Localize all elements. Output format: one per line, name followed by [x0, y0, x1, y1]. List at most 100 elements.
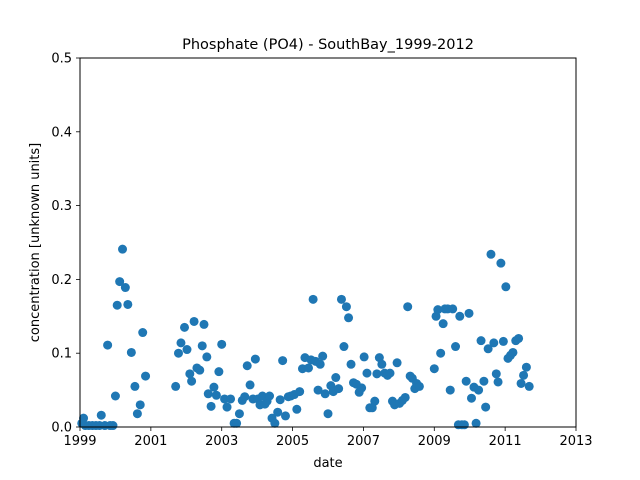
- data-point: [476, 336, 486, 346]
- data-point: [377, 359, 387, 369]
- x-tick-label: 1999: [63, 434, 96, 449]
- x-tick-label: 2009: [418, 434, 451, 449]
- data-point: [403, 302, 413, 312]
- data-points: [77, 244, 534, 431]
- x-axis: 1999 2001 2003 2005 2007 2009 2011 2013: [63, 427, 593, 449]
- x-tick-label: 2003: [205, 434, 238, 449]
- data-point: [270, 418, 280, 428]
- data-point: [120, 283, 130, 293]
- data-point: [339, 342, 349, 352]
- data-point: [209, 382, 219, 392]
- data-point: [336, 294, 346, 304]
- data-point: [521, 362, 531, 372]
- data-point: [385, 368, 395, 378]
- data-point: [461, 376, 471, 386]
- data-point: [433, 305, 443, 315]
- data-point: [315, 359, 325, 369]
- y-tick-label: 0.3: [51, 199, 72, 214]
- data-point: [524, 381, 534, 391]
- data-point: [491, 369, 501, 379]
- data-point: [370, 396, 380, 406]
- data-point: [514, 333, 524, 343]
- data-point: [455, 311, 465, 321]
- data-point: [132, 409, 142, 419]
- data-point: [118, 244, 128, 254]
- data-point: [292, 404, 302, 414]
- data-point: [344, 313, 354, 323]
- x-tick-label: 2013: [559, 434, 592, 449]
- data-point: [372, 369, 382, 379]
- data-point: [357, 383, 367, 393]
- data-point: [189, 316, 199, 326]
- data-point: [123, 299, 133, 309]
- data-point: [318, 351, 328, 361]
- data-point: [138, 328, 148, 338]
- data-point: [171, 381, 181, 391]
- data-point: [519, 370, 529, 380]
- data-point: [222, 402, 232, 412]
- data-point: [126, 347, 136, 357]
- data-point: [275, 395, 285, 405]
- data-point: [96, 410, 106, 420]
- data-point: [197, 341, 207, 351]
- data-point: [176, 338, 186, 348]
- data-point: [206, 401, 216, 411]
- data-point: [180, 322, 190, 332]
- data-point: [211, 390, 221, 400]
- data-point: [466, 393, 476, 403]
- data-point: [341, 302, 351, 312]
- data-point: [226, 394, 236, 404]
- data-point: [130, 381, 140, 391]
- data-point: [479, 376, 489, 386]
- data-point: [493, 377, 503, 387]
- data-point: [451, 342, 461, 352]
- data-point: [429, 364, 439, 374]
- data-point: [234, 409, 244, 419]
- data-point: [195, 365, 205, 375]
- y-tick-label: 0.1: [51, 347, 72, 362]
- chart-title: Phosphate (PO4) - SouthBay_1999-2012: [182, 37, 474, 53]
- data-point: [79, 413, 89, 423]
- data-point: [182, 345, 192, 355]
- data-point: [471, 418, 481, 428]
- data-point: [414, 381, 424, 391]
- data-point: [185, 369, 195, 379]
- data-point: [489, 338, 499, 348]
- data-point: [448, 304, 458, 314]
- data-point: [436, 348, 446, 358]
- y-tick-label: 0.2: [51, 273, 72, 288]
- data-point: [359, 352, 369, 362]
- data-point: [141, 371, 151, 381]
- data-point: [483, 344, 493, 354]
- data-point: [273, 407, 283, 417]
- data-point: [496, 258, 506, 268]
- data-point: [280, 411, 290, 421]
- data-point: [217, 339, 227, 349]
- x-axis-label: date: [313, 456, 342, 471]
- data-point: [265, 391, 275, 401]
- data-point: [240, 392, 250, 402]
- data-point: [308, 294, 318, 304]
- x-tick-label: 2005: [276, 434, 309, 449]
- data-point: [392, 358, 402, 368]
- y-tick-label: 0.4: [51, 125, 72, 140]
- data-point: [498, 336, 508, 346]
- data-point: [346, 359, 356, 369]
- data-point: [320, 389, 330, 399]
- data-point: [481, 402, 491, 412]
- data-point: [242, 361, 252, 371]
- x-tick-label: 2011: [489, 434, 522, 449]
- data-point: [464, 308, 474, 318]
- data-point: [110, 391, 120, 401]
- plot-frame: [79, 57, 577, 428]
- data-point: [245, 380, 255, 390]
- x-tick-label: 2001: [134, 434, 167, 449]
- y-axis-label: concentration [unknown units]: [28, 143, 43, 342]
- data-point: [214, 367, 224, 377]
- data-point: [112, 300, 122, 310]
- data-point: [445, 385, 455, 395]
- data-point: [362, 368, 372, 378]
- data-point: [313, 385, 323, 395]
- data-point: [278, 356, 288, 366]
- data-point: [203, 389, 213, 399]
